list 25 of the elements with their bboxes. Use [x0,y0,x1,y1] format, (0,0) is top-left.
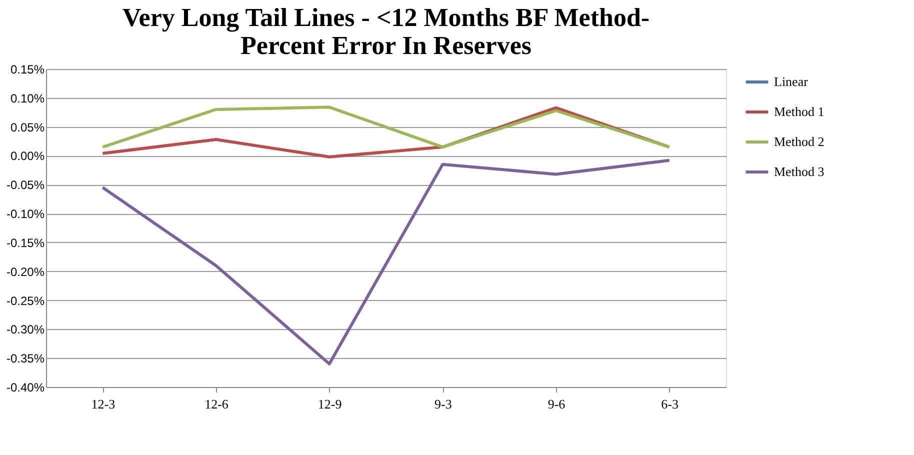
legend-label: Method 2 [774,134,824,149]
y-tick-label: -0.40% [6,380,45,394]
y-tick-label: -0.15% [6,236,45,250]
y-tick-label: -0.10% [6,207,45,222]
y-tick-label: 0.05% [10,120,45,134]
x-tick-label: 6-3 [661,396,679,412]
legend-label: Method 1 [774,104,824,119]
y-tick-label: -0.35% [6,352,45,366]
y-tick-label: 0.10% [10,91,45,106]
y-tick-label: -0.05% [6,178,45,192]
x-tick-label: 12-3 [91,396,116,412]
legend-label: Linear [774,74,809,89]
y-tick-label: -0.25% [6,294,45,308]
x-tick-label: 12-9 [318,396,342,412]
legend-label: Method 3 [774,164,824,179]
chart-title: Very Long Tail Lines - <12 Months BF Method- Percent Error In Reserves [122,3,650,60]
y-tick-label: 0.00% [10,149,45,164]
y-tick-label: -0.30% [6,322,45,337]
x-tick-label: 9-6 [548,396,566,412]
y-tick-label: -0.20% [6,264,45,279]
line-series [101,106,671,149]
y-tick-label: 0.15% [10,62,45,76]
x-tick-label: 12-6 [204,396,229,412]
line-series [101,158,671,366]
x-tick-label: 9-3 [434,396,452,412]
